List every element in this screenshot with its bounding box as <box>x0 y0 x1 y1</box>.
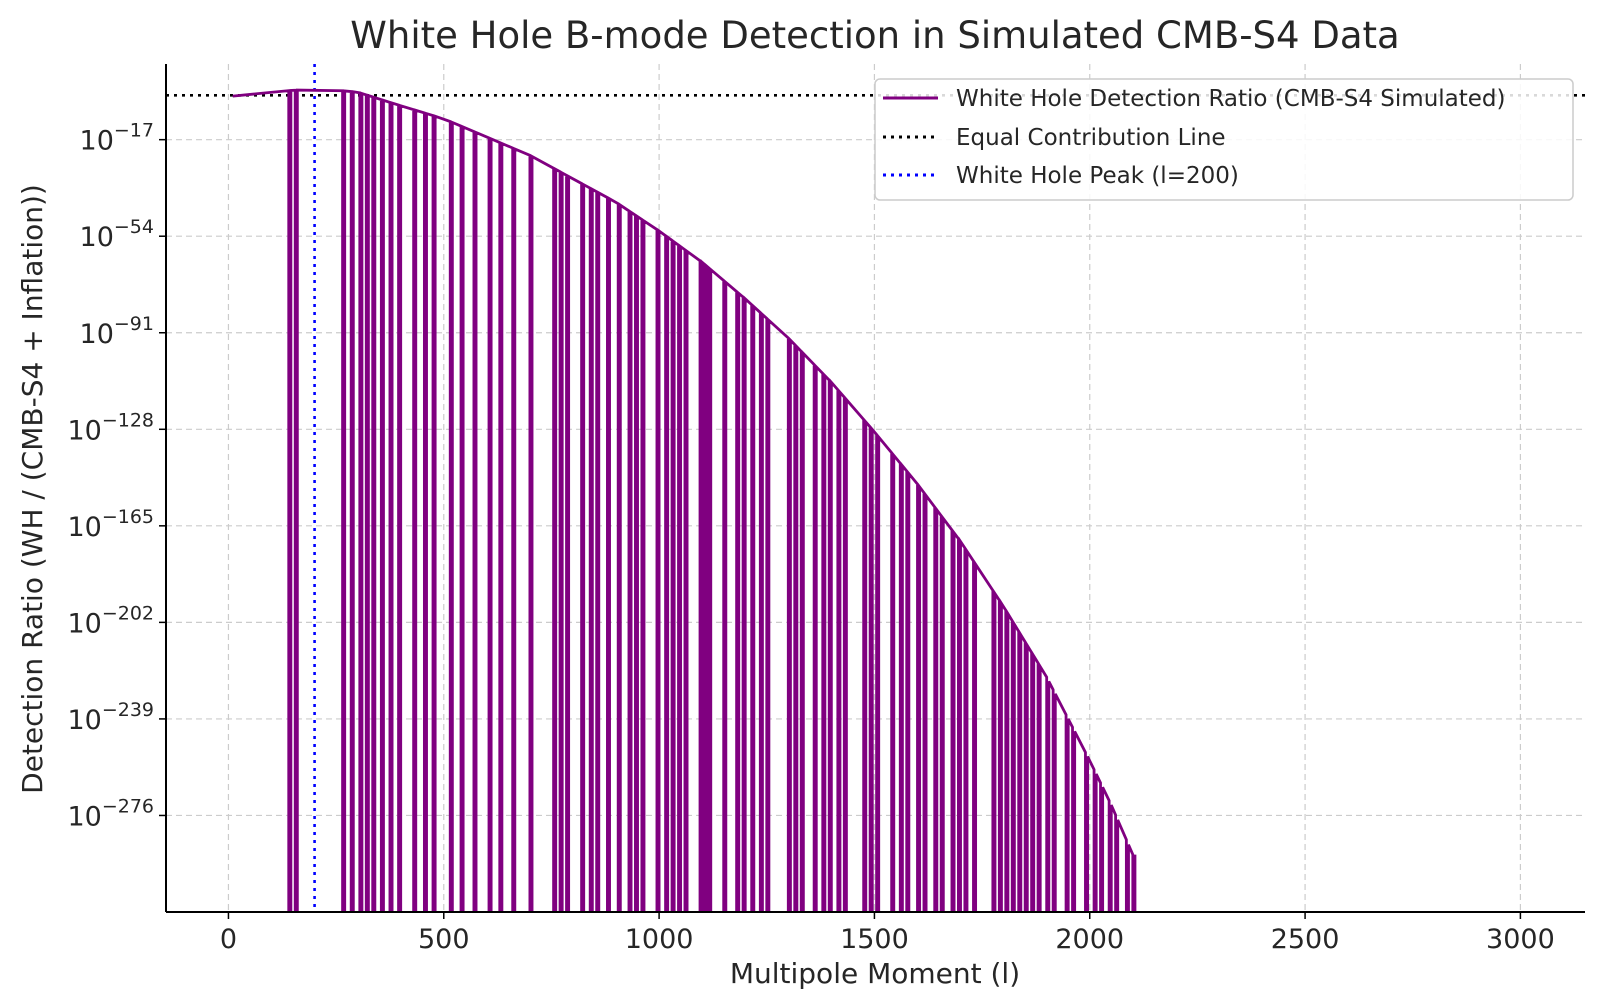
x-tick-label: 1000 <box>625 924 694 955</box>
y-tick-exponent: −91 <box>114 313 154 335</box>
y-tick-exponent: −165 <box>102 506 154 528</box>
x-tick-label: 2000 <box>1055 924 1124 955</box>
y-tick-label: 10−239 <box>67 699 154 736</box>
y-tick-base: 10 <box>67 801 101 832</box>
y-tick-exponent: −17 <box>114 120 154 142</box>
x-tick-label: 1500 <box>840 924 909 955</box>
y-axis-label: Detection Ratio (WH / (CMB-S4 + Inflatio… <box>16 184 49 794</box>
y-tick-base: 10 <box>80 222 114 253</box>
data-layer <box>232 88 1137 912</box>
y-tick-exponent: −239 <box>102 699 154 721</box>
y-tick-exponent: −276 <box>102 795 154 817</box>
legend-label-equal-contribution: Equal Contribution Line <box>956 125 1226 151</box>
y-tick-label: 10−54 <box>80 216 154 253</box>
y-tick-base: 10 <box>80 126 114 157</box>
x-tick-label: 500 <box>418 924 470 955</box>
x-axis-ticks: 0 500 1000 1500 2000 2500 3000 <box>220 912 1555 955</box>
y-tick-base: 10 <box>80 319 114 350</box>
y-tick-exponent: −54 <box>114 216 154 238</box>
y-tick-exponent: −128 <box>102 409 154 431</box>
x-tick-label: 0 <box>220 924 237 955</box>
y-tick-label: 10−17 <box>80 120 154 157</box>
y-axis-ticks: 10−1710−5410−9110−12810−16510−20210−2391… <box>67 120 166 832</box>
y-tick-base: 10 <box>67 512 101 543</box>
y-tick-label: 10−91 <box>80 313 154 350</box>
x-axis-label: Multipole Moment (l) <box>730 957 1020 990</box>
y-tick-base: 10 <box>67 705 101 736</box>
detection-ratio-line <box>232 88 1137 912</box>
y-tick-exponent: −202 <box>102 602 154 624</box>
legend-label-detection-ratio: White Hole Detection Ratio (CMB-S4 Simul… <box>956 86 1506 112</box>
y-tick-label: 10−128 <box>67 409 154 446</box>
legend: White Hole Detection Ratio (CMB-S4 Simul… <box>874 78 1574 201</box>
y-tick-base: 10 <box>67 415 101 446</box>
legend-label-white-hole-peak: White Hole Peak (l=200) <box>956 163 1239 189</box>
y-tick-label: 10−202 <box>67 602 154 639</box>
y-tick-label: 10−165 <box>67 506 154 543</box>
chart-title: White Hole B-mode Detection in Simulated… <box>350 14 1399 57</box>
x-tick-label: 2500 <box>1271 924 1340 955</box>
y-tick-base: 10 <box>67 608 101 639</box>
x-tick-label: 3000 <box>1486 924 1555 955</box>
reference-lines <box>166 64 1585 912</box>
y-tick-label: 10−276 <box>67 795 154 832</box>
legend-box <box>874 78 1574 201</box>
